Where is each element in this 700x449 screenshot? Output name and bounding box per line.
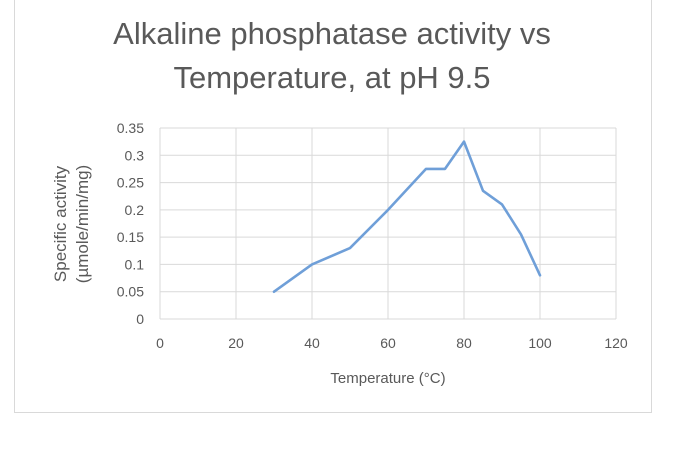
tick-labels: 0 0.05 0.1 0.15 0.2 0.25 0.3 0.35 0 20 40 60 80 100 12… (117, 120, 628, 351)
series-layer (272, 140, 542, 294)
grid (159, 127, 617, 320)
y-tick-label: 0.3 (125, 147, 145, 163)
x-tick-label: 40 (304, 335, 320, 351)
y-axis-title-line-2: (µmole/min/mg) (73, 165, 92, 283)
y-axis-title-line-1: Specific activity (51, 165, 70, 282)
y-tick-label: 0 (136, 311, 144, 327)
chart-title-line-1: Alkaline phosphatase activity vs (113, 16, 551, 51)
x-tick-label: 100 (528, 335, 552, 351)
y-tick-label: 0.15 (117, 229, 144, 245)
series-line (272, 140, 542, 294)
y-tick-label: 0.05 (117, 284, 144, 300)
x-tick-label: 120 (604, 335, 628, 351)
y-tick-label: 0.35 (117, 120, 144, 136)
chart-title-line-2: Temperature, at pH 9.5 (173, 60, 490, 95)
x-tick-label: 20 (228, 335, 244, 351)
y-axis-title: Specific activity (µmole/min/mg) (51, 165, 92, 283)
y-tick-label: 0.2 (125, 202, 145, 218)
x-axis-title: Temperature (°C) (330, 370, 445, 387)
x-tick-label: 0 (156, 335, 164, 351)
x-tick-label: 60 (380, 335, 396, 351)
x-tick-label: 80 (456, 335, 472, 351)
y-tick-label: 0.25 (117, 175, 144, 191)
y-tick-label: 0.1 (125, 256, 145, 272)
chart-frame (14, 0, 652, 413)
